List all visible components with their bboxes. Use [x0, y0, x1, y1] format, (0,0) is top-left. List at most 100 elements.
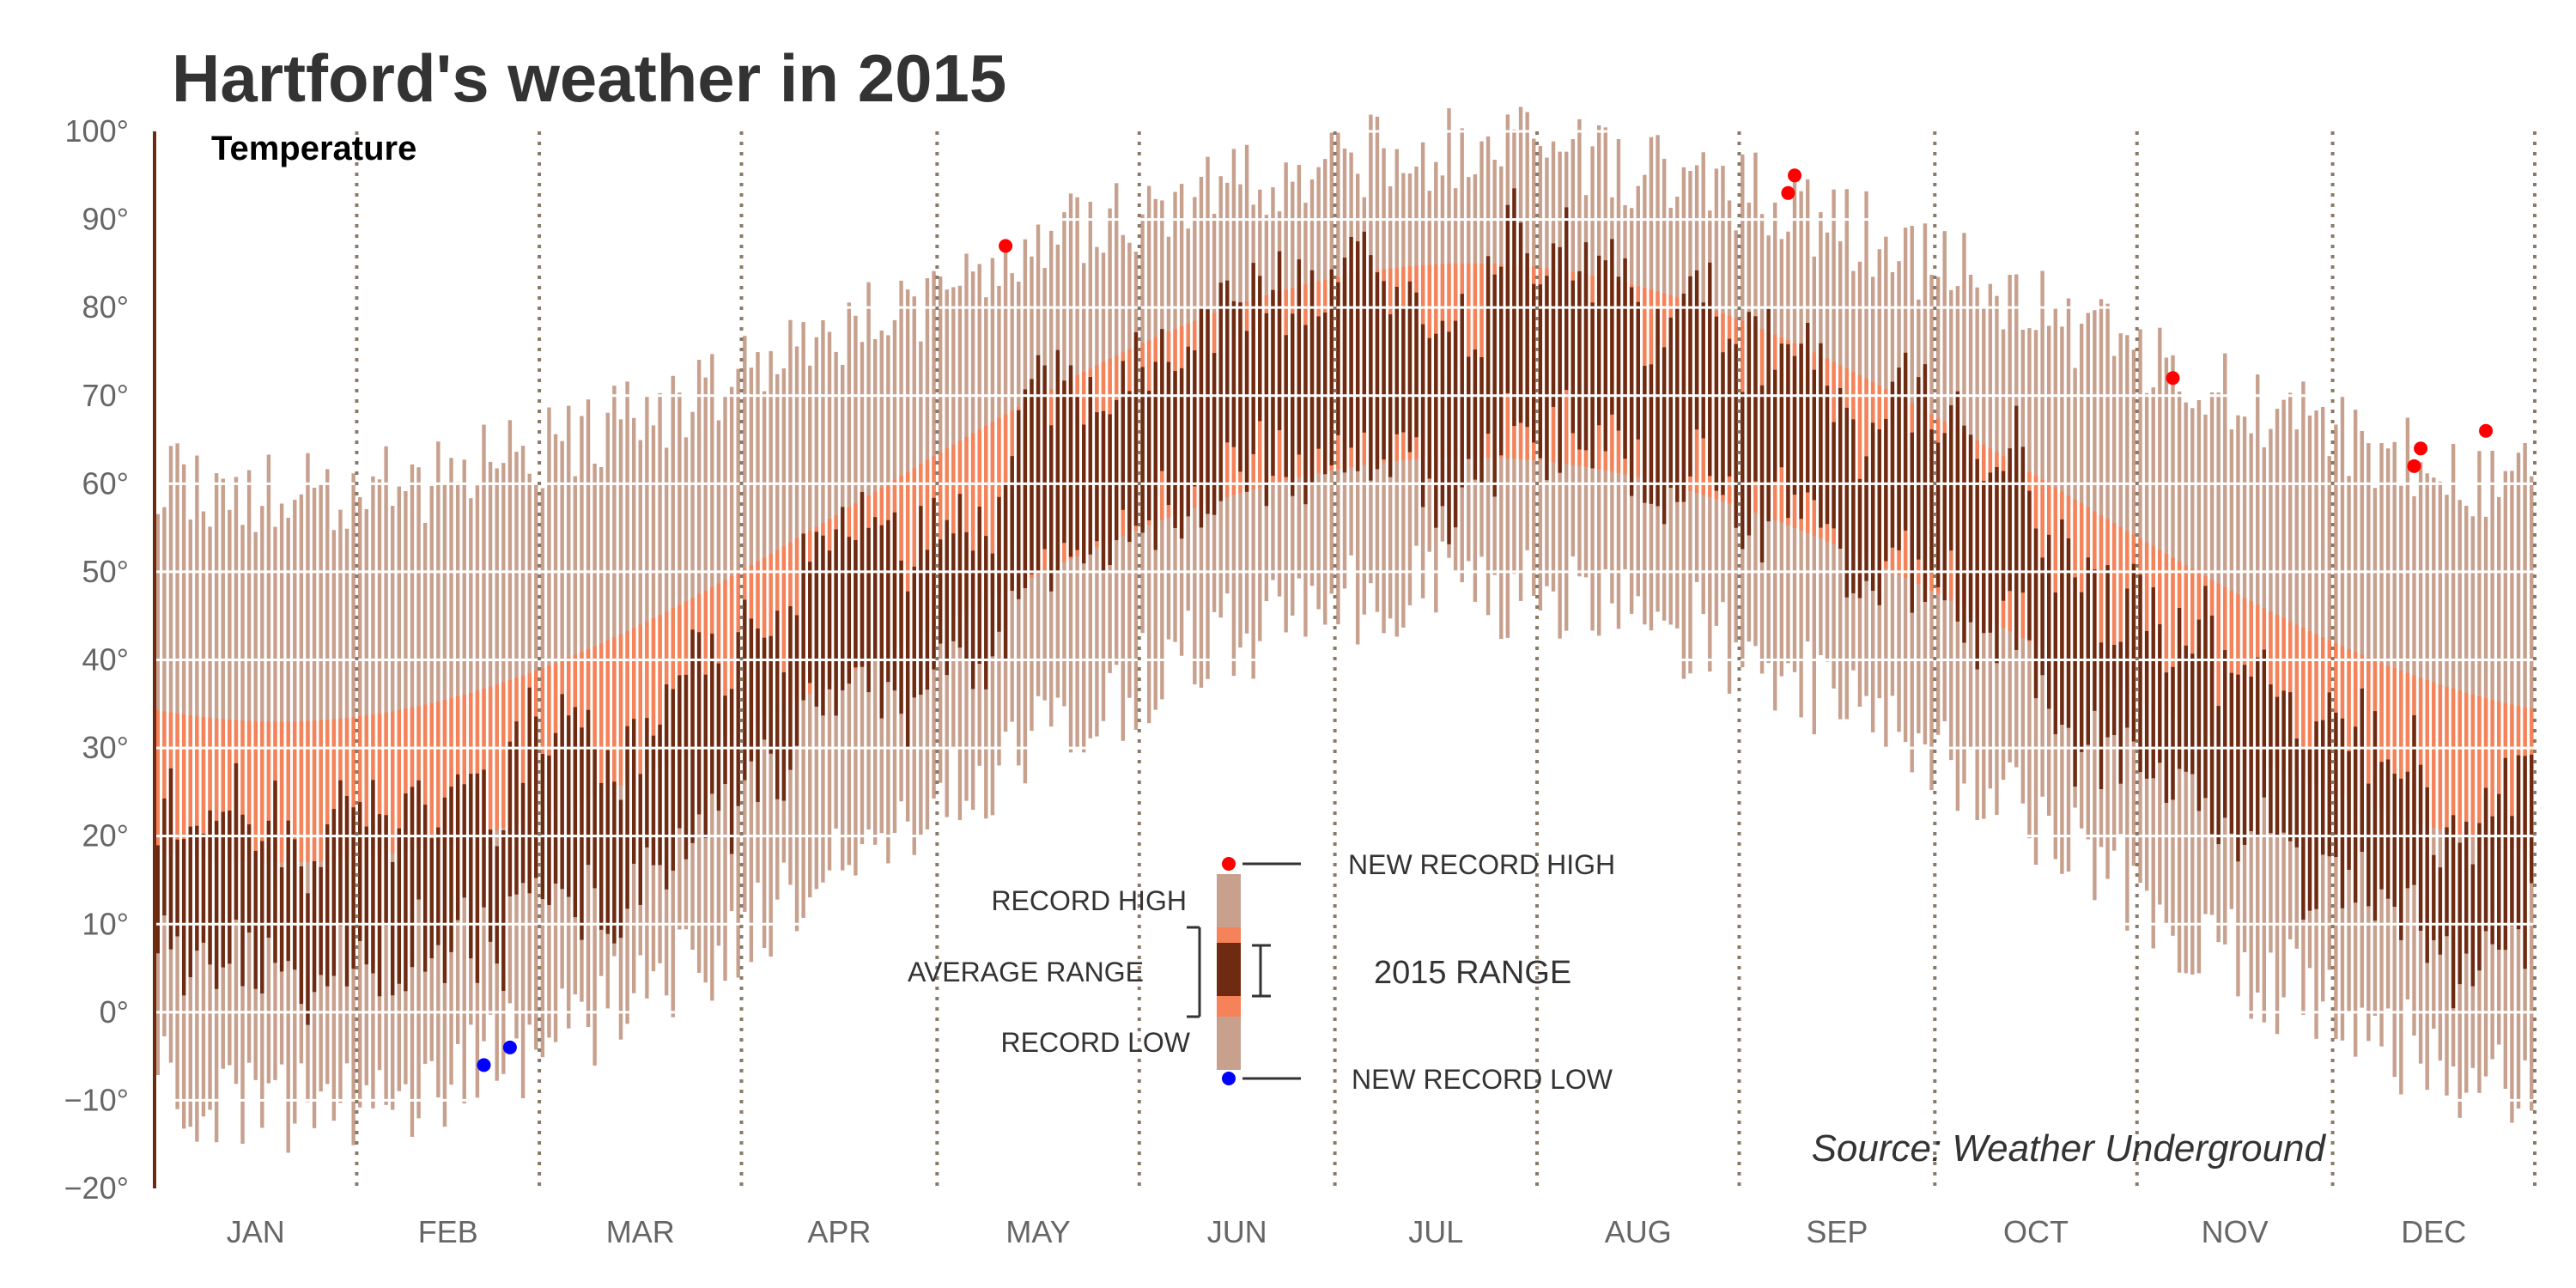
day-bar — [1173, 191, 1177, 642]
average-range-bar — [188, 715, 192, 858]
actual-range-bar — [938, 539, 943, 644]
day-bar — [2464, 506, 2469, 1093]
day-bar — [1082, 263, 1086, 753]
actual-range-bar — [1616, 276, 1621, 431]
day-bar — [703, 377, 708, 983]
actual-range-bar — [945, 519, 949, 676]
actual-range-bar — [2177, 608, 2182, 769]
legend-label-2015-range: 2015 RANGE — [1374, 955, 1571, 991]
actual-range-bar — [2412, 714, 2416, 885]
actual-range-bar — [1806, 323, 1810, 493]
actual-range-bar — [2477, 823, 2482, 971]
average-range-bar — [2171, 557, 2175, 718]
day-bar — [1388, 185, 1393, 619]
day-bar — [2033, 330, 2038, 866]
y-tick-label: 70° — [82, 378, 129, 413]
day-bar — [1884, 236, 1888, 749]
day-bar — [2432, 477, 2436, 1030]
day-bar — [1068, 193, 1073, 753]
day-bar — [696, 360, 702, 973]
day-bar — [168, 446, 173, 1063]
actual-range-bar — [827, 550, 832, 690]
month-label: JAN — [227, 1214, 285, 1249]
actual-range-bar — [573, 707, 578, 918]
actual-range-bar — [325, 824, 330, 987]
day-bar — [2236, 415, 2240, 997]
day-bar — [1095, 246, 1099, 737]
actual-range-bar — [351, 807, 355, 969]
actual-range-bar — [1121, 361, 1125, 510]
actual-range-bar — [2209, 615, 2215, 835]
day-bar — [2060, 326, 2064, 874]
day-bar — [645, 395, 649, 999]
actual-range-bar — [2086, 557, 2090, 745]
day-bar — [514, 452, 519, 1039]
actual-range-bar — [1485, 256, 1491, 434]
day-bar — [1995, 295, 1999, 815]
actual-range-bar — [1656, 307, 1660, 507]
day-bar — [260, 506, 264, 1128]
actual-range-bar — [1447, 331, 1451, 544]
actual-range-bar — [2164, 672, 2169, 803]
actual-range-bar — [228, 811, 232, 964]
day-bar — [951, 287, 956, 750]
actual-range-bar — [527, 687, 532, 894]
actual-range-bar — [841, 507, 845, 690]
actual-range-bar — [1792, 355, 1797, 495]
day-bar — [2242, 416, 2247, 952]
day-bar — [854, 315, 858, 876]
day-bar — [1799, 191, 1803, 718]
actual-range-bar — [683, 674, 689, 860]
average-range-bar — [2347, 649, 2351, 799]
actual-range-bar — [2340, 718, 2345, 908]
day-bar — [1955, 286, 1960, 811]
actual-range-bar — [188, 826, 192, 977]
day-bar — [1968, 274, 1973, 750]
day-bar — [1897, 261, 1901, 732]
day-bar — [162, 507, 167, 1036]
actual-range-bar — [293, 839, 297, 970]
actual-range-bar — [866, 527, 871, 693]
average-range-bar — [351, 717, 355, 859]
new-record-low-point — [502, 1040, 517, 1054]
day-bar — [2477, 451, 2482, 1093]
actual-range-bar — [1741, 392, 1745, 550]
actual-range-bar — [2530, 754, 2534, 884]
day-bar — [1643, 174, 1647, 625]
actual-range-bar — [631, 719, 636, 864]
new-record-high-point — [2414, 441, 2428, 456]
day-bar — [1590, 146, 1595, 631]
day-bar — [984, 297, 988, 819]
average-range-bar — [2314, 634, 2318, 786]
actual-range-bar — [2490, 816, 2494, 945]
y-tick-label: 60° — [82, 465, 129, 501]
day-bar — [1773, 202, 1777, 711]
actual-range-bar — [501, 830, 506, 992]
actual-range-bar — [1759, 385, 1765, 563]
average-range-bar — [306, 720, 310, 862]
day-bar — [2294, 429, 2300, 949]
day-bar — [429, 485, 434, 1061]
day-bar — [1264, 215, 1269, 602]
actual-range-bar — [1166, 361, 1171, 506]
actual-range-bar — [723, 696, 727, 785]
legend-2015-range-bar — [1217, 943, 1241, 996]
month-labels: JAN FEB MAR APR MAY JUN JUL AUG SEP OCT NOV DEC — [227, 1214, 2467, 1249]
day-bar — [364, 508, 369, 1085]
actual-range-bar — [860, 492, 865, 667]
actual-range-bar — [1349, 237, 1353, 448]
actual-range-bar — [1375, 272, 1380, 470]
actual-range-bar — [1773, 369, 1777, 482]
day-bar — [312, 487, 317, 1128]
actual-range-bar — [2229, 672, 2234, 834]
average-range-bar — [181, 714, 186, 857]
actual-range-bar — [1694, 270, 1699, 430]
day-bar — [631, 417, 636, 993]
actual-range-bar — [1532, 283, 1536, 443]
actual-range-bar — [449, 787, 453, 952]
actual-range-bar — [2445, 827, 2449, 937]
actual-range-bar — [507, 741, 513, 896]
day-bar — [442, 483, 447, 1127]
day-bar — [2412, 495, 2416, 1036]
average-range-bar — [651, 617, 656, 771]
